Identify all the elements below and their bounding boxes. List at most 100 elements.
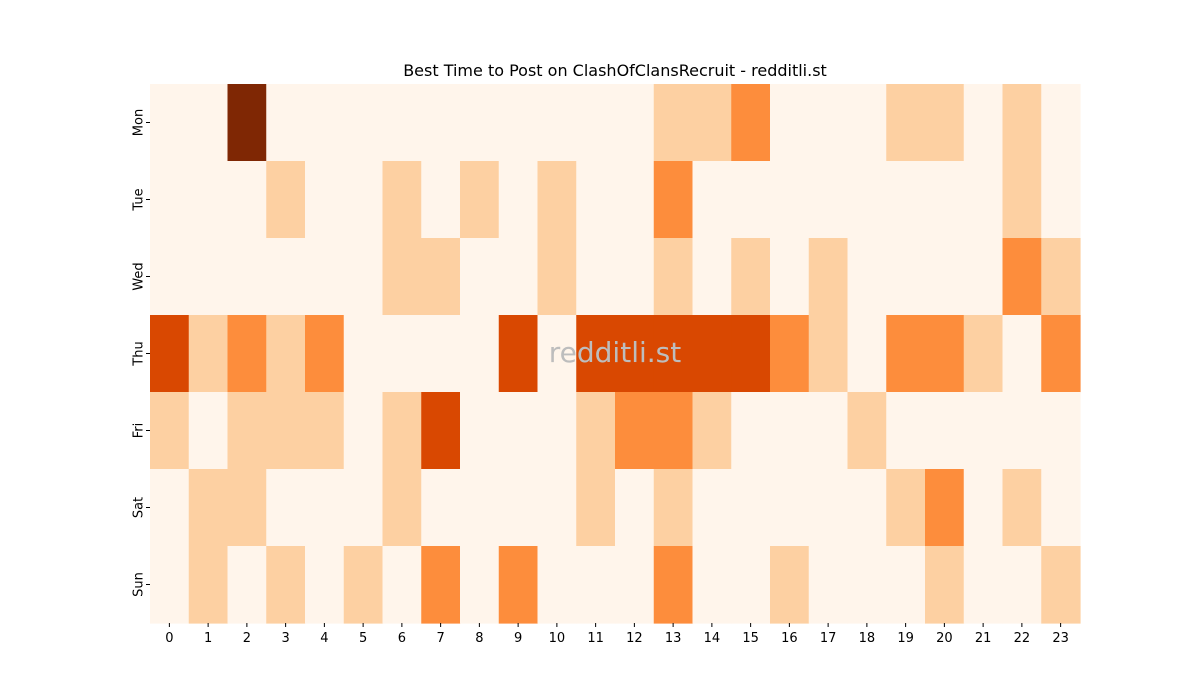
- y-tick-label: Mon: [132, 109, 147, 136]
- heatmap-cell-thu-4: [305, 315, 345, 393]
- heatmap-cell-mon-18: [847, 84, 887, 162]
- heatmap-cell-mon-3: [266, 84, 306, 162]
- heatmap-cell-fri-3: [266, 392, 306, 470]
- heatmap-cell-tue-17: [808, 161, 849, 239]
- heatmap-cell-sun-19: [886, 546, 926, 624]
- heatmap-cell-fri-1: [188, 392, 229, 470]
- heatmap-cell-fri-22: [1002, 392, 1042, 470]
- heatmap-cell-mon-17: [808, 84, 849, 162]
- x-tick-label: 7: [436, 631, 444, 646]
- heatmap-cell-sat-9: [498, 469, 539, 547]
- y-tick-label: Wed: [132, 262, 147, 290]
- heatmap-cell-thu-10: [537, 315, 577, 393]
- heatmap-cell-mon-4: [305, 84, 345, 162]
- heatmap-cell-sun-23: [1041, 546, 1081, 624]
- heatmap-cell-tue-20: [925, 161, 965, 239]
- x-axis: 0 1 2 3 4 5 6 7 8 9 10 11 12 13 14 15 16 17 18 19 20 21 22 23: [165, 623, 1069, 646]
- heatmap-cell-fri-16: [770, 392, 810, 470]
- heatmap-cell-sun-12: [615, 546, 655, 624]
- heatmap-cell-tue-14: [692, 161, 732, 239]
- x-tick-label: 20: [936, 631, 953, 646]
- x-tick-label: 23: [1052, 631, 1069, 646]
- heatmap-cell-sun-9: [498, 546, 539, 624]
- heatmap-cell-mon-9: [498, 84, 539, 162]
- heatmap-cell-sat-23: [1041, 469, 1081, 547]
- heatmap-cell-fri-11: [576, 392, 616, 470]
- heatmap-cell-mon-21: [963, 84, 1004, 162]
- heatmap-cell-tue-19: [886, 161, 926, 239]
- heatmap-cell-fri-23: [1041, 392, 1081, 470]
- heatmap-cell-tue-3: [266, 161, 306, 239]
- heatmap-cell-wed-8: [460, 238, 500, 316]
- heatmap-cell-mon-20: [925, 84, 965, 162]
- heatmap-cell-tue-12: [615, 161, 655, 239]
- heatmap-cell-mon-13: [653, 84, 694, 162]
- heatmap-cell-wed-2: [227, 238, 267, 316]
- heatmap-cell-thu-18: [847, 315, 887, 393]
- heatmap-cell-mon-10: [537, 84, 577, 162]
- heatmap-cell-wed-11: [576, 238, 616, 316]
- heatmap-cell-wed-17: [808, 238, 849, 316]
- heatmap-cell-wed-22: [1002, 238, 1042, 316]
- heatmap-cell-sat-21: [963, 469, 1004, 547]
- heatmap-cell-sun-13: [653, 546, 694, 624]
- heatmap-cell-sun-15: [731, 546, 771, 624]
- x-tick-label: 14: [704, 631, 721, 646]
- heatmap-cell-thu-9: [498, 315, 539, 393]
- heatmap-cell-fri-6: [382, 392, 422, 470]
- heatmap-cell-wed-10: [537, 238, 577, 316]
- heatmap-cell-thu-13: [653, 315, 694, 393]
- heatmap-cell-thu-17: [808, 315, 849, 393]
- heatmap-cell-sat-7: [421, 469, 461, 547]
- heatmap-cell-thu-20: [925, 315, 965, 393]
- x-tick-label: 21: [975, 631, 992, 646]
- y-tick-label: Fri: [132, 423, 147, 439]
- x-tick-label: 10: [549, 631, 566, 646]
- heatmap-cell-wed-5: [343, 238, 384, 316]
- heatmap-cell-sat-12: [615, 469, 655, 547]
- x-tick-label: 13: [665, 631, 682, 646]
- heatmap-cell-sat-22: [1002, 469, 1042, 547]
- heatmap-cell-wed-16: [770, 238, 810, 316]
- heatmap-cell-sat-6: [382, 469, 422, 547]
- heatmap-cell-sat-16: [770, 469, 810, 547]
- heatmap-cell-fri-15: [731, 392, 771, 470]
- heatmap-cell-tue-5: [343, 161, 384, 239]
- x-tick-label: 22: [1014, 631, 1031, 646]
- heatmap-cell-wed-6: [382, 238, 422, 316]
- heatmap-cell-tue-10: [537, 161, 577, 239]
- heatmap-cell-mon-7: [421, 84, 461, 162]
- heatmap-cell-fri-14: [692, 392, 732, 470]
- heatmap-cell-sun-14: [692, 546, 732, 624]
- chart-title: Best Time to Post on ClashOfClansRecruit…: [403, 61, 827, 80]
- y-tick-label: Sat: [132, 497, 147, 518]
- heatmap-cell-tue-9: [498, 161, 539, 239]
- heatmap-cell-sat-5: [343, 469, 384, 547]
- x-tick-label: 15: [742, 631, 759, 646]
- heatmap-cell-wed-15: [731, 238, 771, 316]
- y-axis: Mon Tue Wed Thu Fri Sat Sun: [132, 109, 150, 597]
- x-tick-label: 1: [204, 631, 212, 646]
- heatmap-cell-fri-9: [498, 392, 539, 470]
- heatmap-cell-mon-2: [227, 84, 267, 162]
- heatmap-cell-sat-0: [150, 469, 190, 547]
- heatmap-cell-fri-0: [150, 392, 190, 470]
- heatmap-cell-wed-14: [692, 238, 732, 316]
- heatmap-cell-sun-0: [150, 546, 190, 624]
- heatmap-cell-sat-17: [808, 469, 849, 547]
- heatmap-cell-sun-2: [227, 546, 267, 624]
- heatmap-cell-tue-7: [421, 161, 461, 239]
- heatmap-cell-thu-16: [770, 315, 810, 393]
- x-tick-label: 9: [514, 631, 522, 646]
- heatmap-cell-mon-8: [460, 84, 500, 162]
- heatmap-cell-sun-8: [460, 546, 500, 624]
- heatmap-cell-thu-6: [382, 315, 422, 393]
- heatmap-cell-thu-1: [188, 315, 229, 393]
- x-tick-label: 18: [859, 631, 876, 646]
- watermark: redditli.st: [549, 336, 681, 369]
- heatmap-cell-tue-22: [1002, 161, 1042, 239]
- heatmap-cell-thu-5: [343, 315, 384, 393]
- heatmap-cell-mon-16: [770, 84, 810, 162]
- heatmap-cell-thu-22: [1002, 315, 1042, 393]
